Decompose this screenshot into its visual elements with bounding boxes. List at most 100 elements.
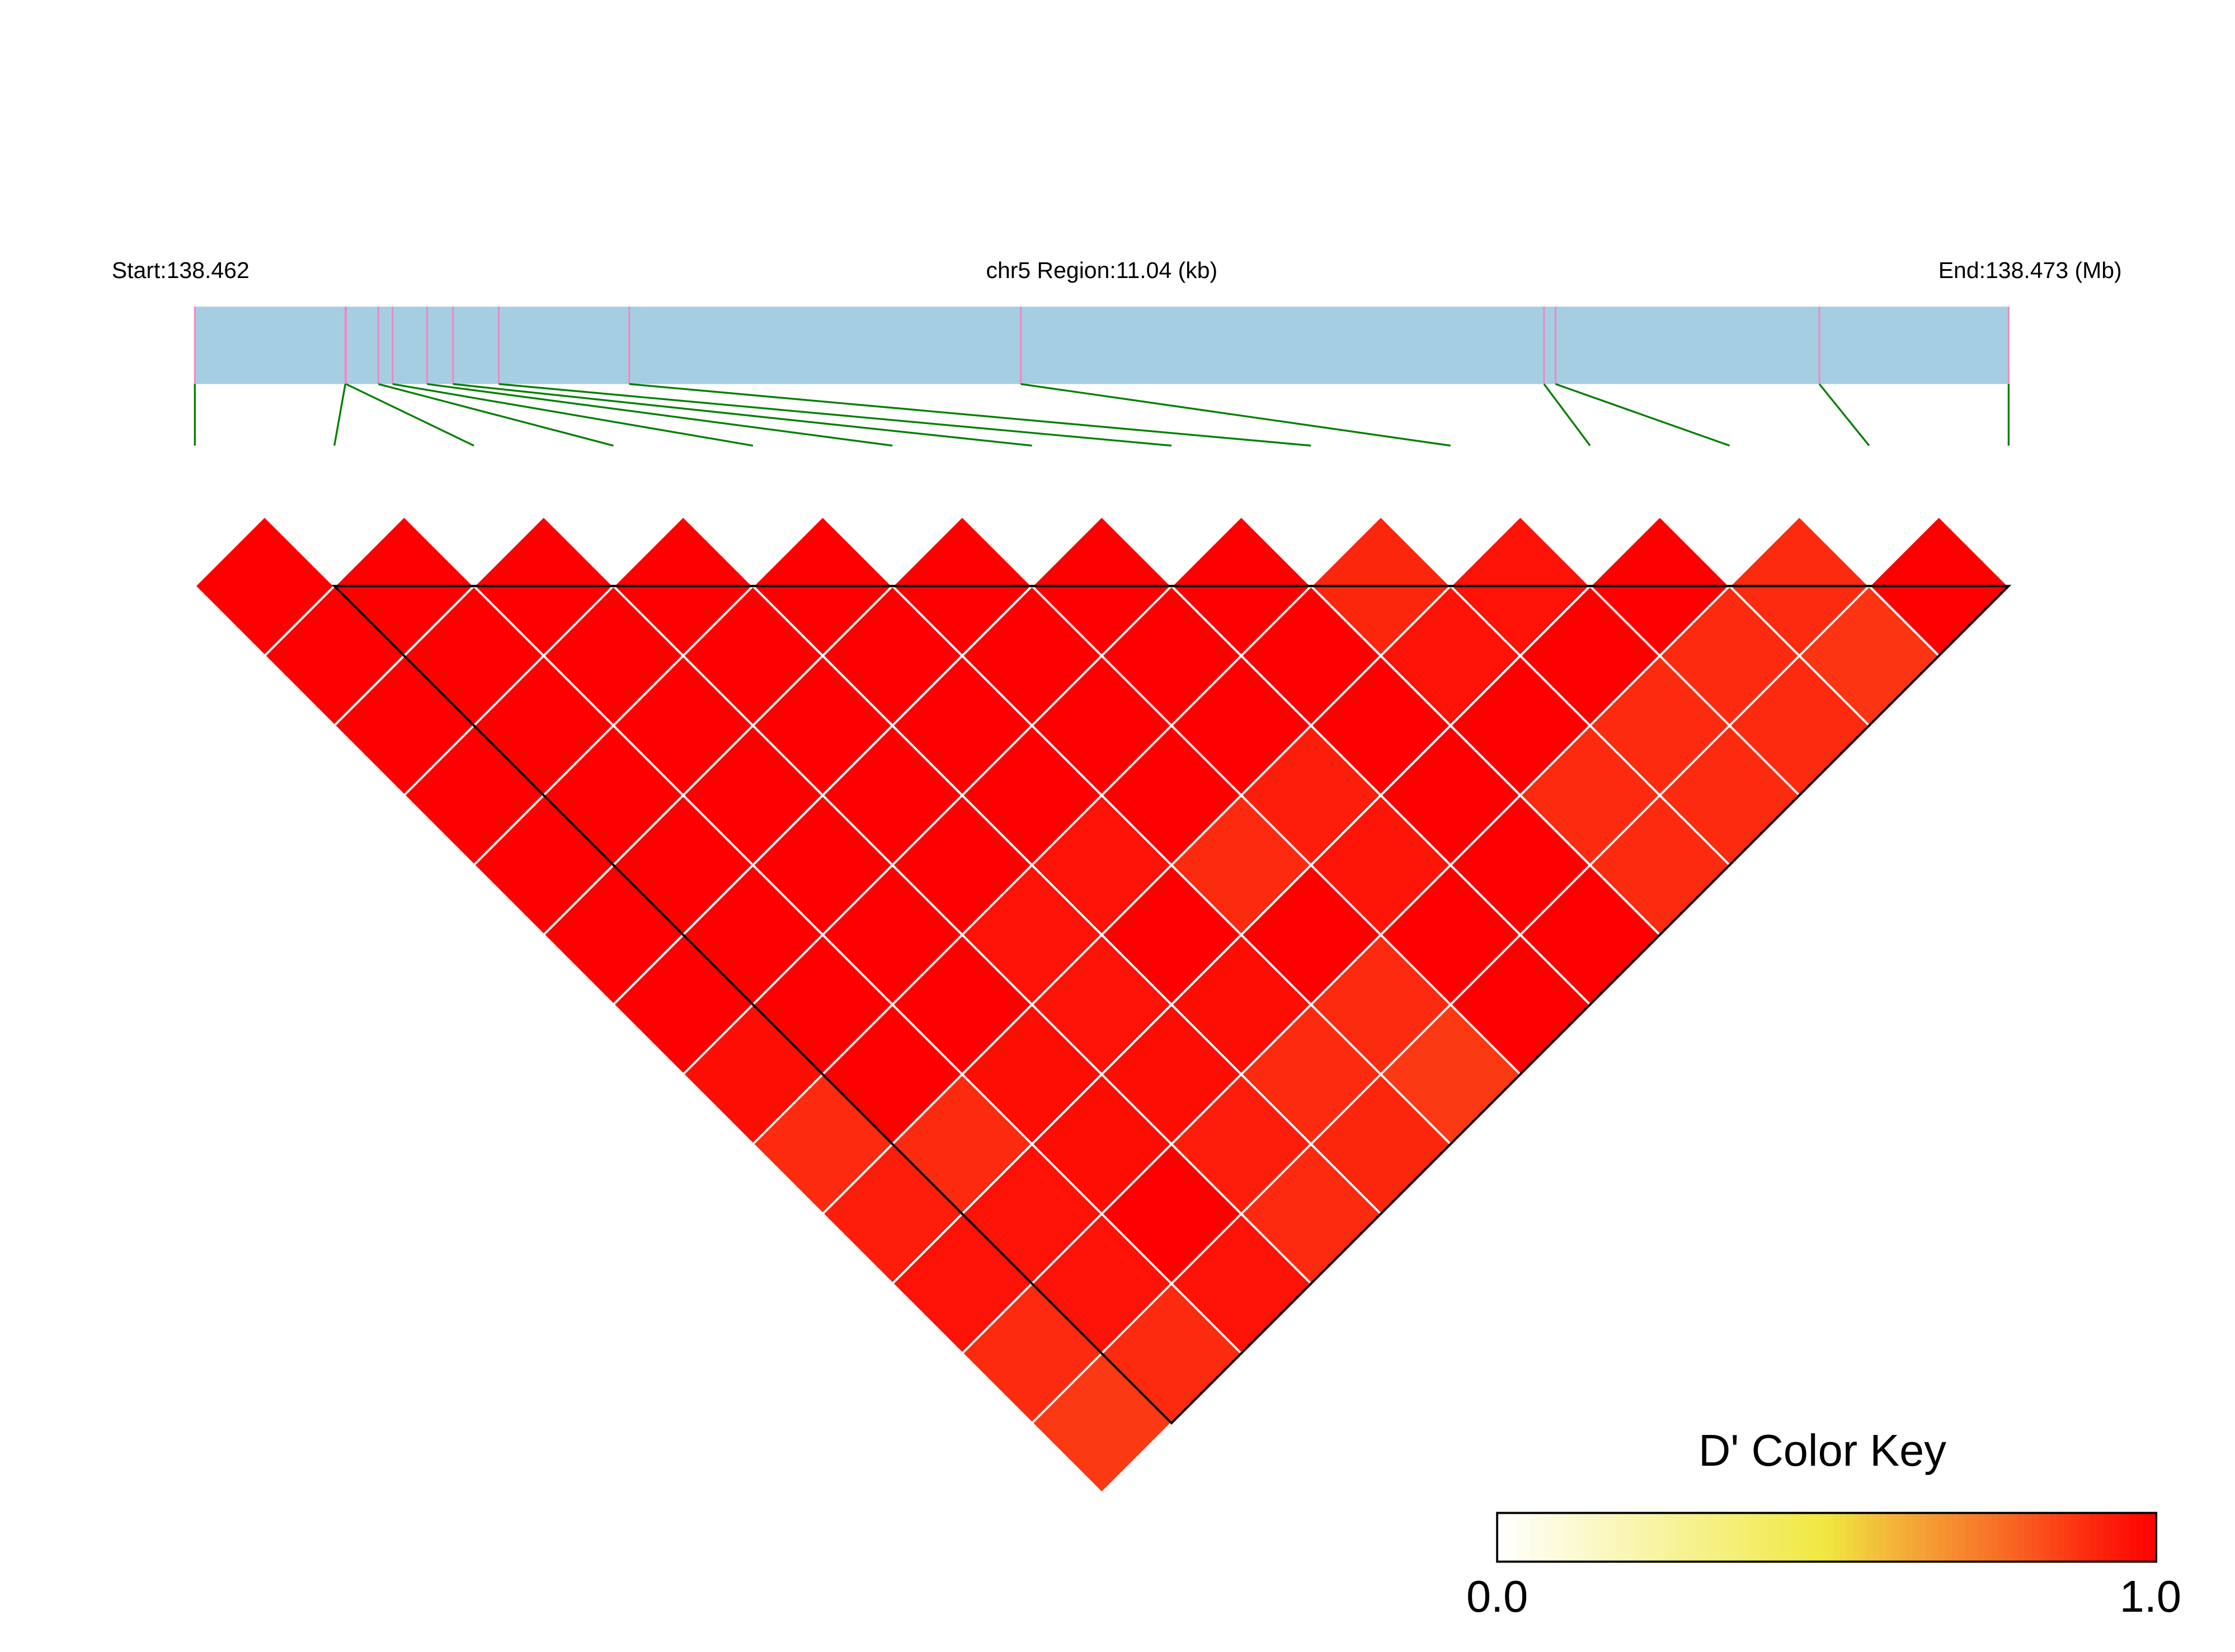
ld-block-outlines [331,585,2012,1425]
color-key-swatch [1905,1513,1913,1562]
color-key-swatch [1728,1513,1735,1562]
color-key-swatch [1951,1513,1960,1562]
color-key-swatch [1721,1513,1729,1562]
color-key-swatch [1497,1513,1505,1562]
color-key-swatch [1681,1513,1690,1562]
color-key-swatch [1668,1513,1676,1562]
snp-connector [1020,383,1451,447]
color-key-swatch [1780,1513,1788,1562]
color-key-swatch [1998,1513,2006,1562]
color-key-swatch [2064,1513,2072,1562]
color-key-swatch [1583,1513,1591,1562]
color-key-swatch [1563,1513,1571,1562]
color-key-swatch [1938,1513,1946,1562]
color-key-swatch [1734,1513,1742,1562]
color-key-swatch [2116,1513,2124,1562]
color-key-swatch [1787,1513,1795,1562]
snp-position-ticks [194,307,2010,384]
snp-connector [392,383,754,447]
color-key-swatch [1523,1513,1531,1562]
color-key-swatch [1701,1513,1709,1562]
snp-connector [1555,383,1730,447]
color-key-swatch [1662,1513,1669,1562]
color-key-swatch [1675,1513,1683,1562]
color-key-swatch [1596,1513,1604,1562]
color-key-swatch [1556,1513,1564,1562]
color-key-swatch [1899,1513,1907,1562]
color-key-swatch [1886,1513,1894,1562]
color-key-swatch [1754,1513,1762,1562]
color-key-swatch [1517,1513,1524,1562]
color-key-swatch [1912,1513,1920,1562]
color-key-swatch [1925,1513,1933,1562]
color-key-swatch [1846,1513,1854,1562]
color-key-swatch [1649,1513,1657,1562]
color-key-swatch [1958,1513,1966,1562]
color-key-swatch [1503,1513,1512,1562]
color-key-swatch [1945,1513,1953,1562]
color-key-swatch [1827,1513,1834,1562]
color-key-swatch [1971,1513,1979,1562]
color-key-swatch [1879,1513,1887,1562]
color-key-swatch [2031,1513,2039,1562]
color-key-swatch [1616,1513,1624,1562]
color-key-swatch [1761,1513,1768,1562]
snp-connector [629,383,1311,447]
color-key-swatch [1794,1513,1801,1562]
color-key-swatch [1991,1513,1999,1562]
color-key-max-label: 1.0 [2120,1571,2181,1621]
color-key-swatch [1688,1513,1696,1562]
color-key-swatch [1741,1513,1749,1562]
snp-connector [498,383,1172,447]
color-key-swatch [1767,1513,1775,1562]
snp-connector-lines [194,383,2010,447]
snp-connector [333,384,346,446]
region-start-label: Start:138.462 [112,257,250,283]
color-key-swatch [2011,1513,2019,1562]
snp-connector [1818,383,1870,446]
color-key-swatch [1550,1513,1558,1562]
color-key-swatch [1813,1513,1821,1562]
color-key-swatch [1892,1513,1900,1562]
color-key-swatch [1919,1513,1927,1562]
color-key-swatch [1800,1513,1808,1562]
color-key-swatch [1655,1513,1663,1562]
color-key-swatch [1747,1513,1756,1562]
color-key-swatch [1866,1513,1874,1562]
color-key-swatch [1602,1513,1610,1562]
region-length-label: chr5 Region:11.04 (kb) [986,257,1217,283]
color-key-swatch [2130,1513,2138,1562]
color-key-swatch [1965,1513,1973,1562]
color-key-swatch [2057,1513,2065,1562]
color-key-swatch [1589,1513,1597,1562]
color-key-swatch [2123,1513,2131,1562]
color-key-swatch [1860,1513,1867,1562]
color-key-swatch [2071,1513,2078,1562]
color-key-swatch [2090,1513,2098,1562]
color-key-swatch [2050,1513,2058,1562]
snp-connector [427,383,893,447]
color-key-swatch [1714,1513,1723,1562]
color-key-swatch [1872,1513,1880,1562]
color-key-swatch [2097,1513,2105,1562]
snp-connector [345,383,474,447]
color-key-swatch [1576,1513,1584,1562]
color-key-swatch [1635,1513,1643,1562]
color-key-swatch [1622,1513,1630,1562]
color-key-swatch [1820,1513,1828,1562]
color-key-swatch [1530,1513,1538,1562]
color-key-swatch [2005,1513,2012,1562]
color-key-swatch [1833,1513,1841,1562]
color-key-swatch [2017,1513,2026,1562]
color-key-swatch [1984,1513,1993,1562]
color-key-swatch [1543,1513,1551,1562]
color-key-swatch [1695,1513,1702,1562]
color-key-swatch [2083,1513,2091,1562]
color-key-swatch [1806,1513,1815,1562]
color-key-frame [1496,1512,2158,1563]
color-key-swatch [1536,1513,1545,1562]
color-key-swatch [1609,1513,1617,1562]
color-key-swatch [2077,1513,2085,1562]
region-end-label: End:138.473 (Mb) [1938,257,2122,283]
color-key-swatch [1629,1513,1637,1562]
